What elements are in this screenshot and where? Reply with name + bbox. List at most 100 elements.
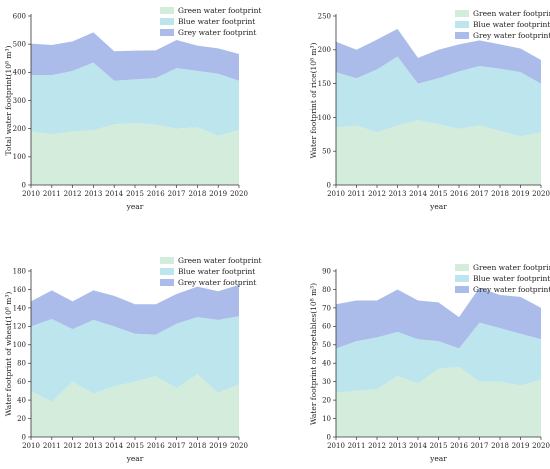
x-tick-label: 2010 [327, 190, 345, 198]
area-blue-series [336, 56, 541, 137]
x-tick-label: 2011 [348, 190, 366, 198]
y-tick-label: 250 [318, 12, 331, 20]
x-tick-label: 2018 [188, 442, 206, 450]
y-tick-label: 120 [13, 323, 26, 331]
y-tick-label: 40 [17, 397, 26, 405]
legend-swatch-blue [455, 275, 469, 282]
legend-label: Green water footprint [473, 9, 550, 18]
legend-label: Green water footprint [473, 263, 550, 272]
y-tick-label: 150 [318, 80, 331, 88]
x-tick-label: 2020 [532, 442, 550, 450]
y-tick-label: 160 [13, 286, 26, 294]
area-blue-series [31, 316, 239, 402]
legend-label: Green water footprint [178, 256, 261, 265]
legend-label: Blue water footprint [473, 274, 550, 283]
y-tick-label: 60 [322, 323, 331, 331]
x-tick-label: 2016 [450, 442, 468, 450]
legend-label: Blue water footprint [473, 20, 550, 29]
y-axis-title: Total water footprint(10⁸ m³) [4, 45, 13, 155]
y-tick-label: 20 [17, 415, 26, 423]
legend-swatch-green [455, 264, 469, 271]
x-tick-label: 2014 [105, 190, 123, 198]
legend-swatch-grey [160, 29, 174, 36]
y-tick-label: 300 [13, 97, 26, 105]
x-tick-label: 2015 [126, 190, 144, 198]
y-tick-label: 200 [318, 46, 331, 54]
legend-label: Grey water footprint [178, 28, 256, 37]
legend-swatch-grey [160, 279, 174, 286]
area-green-series [336, 366, 541, 437]
x-tick-label: 2018 [491, 190, 509, 198]
x-tick-label: 2018 [491, 442, 509, 450]
x-tick-label: 2014 [105, 442, 123, 450]
x-tick-label: 2012 [368, 190, 386, 198]
legend-swatch-blue [455, 21, 469, 28]
y-tick-label: 0 [22, 433, 26, 441]
x-tick-label: 2019 [209, 442, 227, 450]
legend-label: Grey water footprint [473, 31, 550, 40]
area-green-series [336, 120, 541, 185]
x-tick-label: 2012 [64, 442, 82, 450]
x-tick-label: 2015 [126, 442, 144, 450]
area-green-series [31, 374, 239, 437]
x-tick-label: 2015 [430, 190, 448, 198]
chart-panel-3: 0 20 40 60 80 100 120 140 160 180 2010 2011 2012 2013… [4, 256, 261, 463]
y-tick-label: 200 [13, 125, 26, 133]
y-tick-label: 10 [322, 415, 331, 423]
legend-label: Blue water footprint [178, 267, 255, 276]
x-tick-label: 2018 [188, 190, 206, 198]
x-tick-label: 2019 [209, 190, 227, 198]
area-blue-series [31, 62, 239, 136]
x-tick-label: 2013 [389, 442, 407, 450]
x-tick-label: 2010 [22, 442, 40, 450]
x-tick-label: 2017 [471, 190, 489, 198]
x-tick-label: 2020 [230, 442, 248, 450]
x-tick-label: 2020 [532, 190, 550, 198]
y-tick-label: 80 [17, 360, 26, 368]
y-tick-label: 50 [322, 148, 331, 156]
x-tick-label: 2013 [389, 190, 407, 198]
y-tick-label: 0 [327, 433, 331, 441]
x-tick-label: 2019 [512, 190, 530, 198]
legend: Green water footprint Blue water footprin… [455, 9, 550, 40]
area-blue-series [336, 322, 541, 393]
legend-label: Green water footprint [178, 6, 261, 15]
y-tick-label: 100 [13, 153, 26, 161]
x-tick-label: 2015 [430, 442, 448, 450]
y-tick-label: 70 [322, 304, 331, 312]
x-tick-label: 2013 [84, 190, 102, 198]
legend-swatch-green [160, 7, 174, 14]
y-tick-label: 100 [13, 341, 26, 349]
y-tick-label: 140 [13, 304, 26, 312]
y-tick-label: 20 [322, 397, 331, 405]
x-tick-label: 2011 [348, 442, 366, 450]
x-tick-label: 2011 [43, 190, 61, 198]
x-tick-label: 2016 [147, 190, 165, 198]
legend-swatch-blue [160, 18, 174, 25]
y-tick-label: 0 [327, 181, 331, 189]
x-tick-label: 2017 [471, 442, 489, 450]
y-tick-label: 0 [22, 181, 26, 189]
x-tick-label: 2019 [512, 442, 530, 450]
x-tick-label: 2011 [43, 442, 61, 450]
x-axis-title: year [429, 454, 447, 463]
area-grey-series [31, 32, 239, 81]
area-grey-series [31, 284, 239, 335]
x-tick-label: 2020 [230, 190, 248, 198]
legend-label: Grey water footprint [473, 285, 550, 294]
y-tick-label: 50 [322, 341, 331, 349]
legend-swatch-green [455, 10, 469, 17]
x-tick-label: 2014 [409, 442, 427, 450]
x-tick-label: 2014 [409, 190, 427, 198]
area-green-series [31, 123, 239, 185]
legend: Green water footprint Blue water footprin… [160, 256, 261, 287]
y-tick-label: 40 [322, 360, 331, 368]
y-axis-title: Water footprint of vegetables(10⁸ m³) [309, 283, 318, 425]
y-tick-label: 180 [13, 267, 26, 275]
y-tick-label: 400 [13, 69, 26, 77]
y-tick-label: 100 [318, 114, 331, 122]
